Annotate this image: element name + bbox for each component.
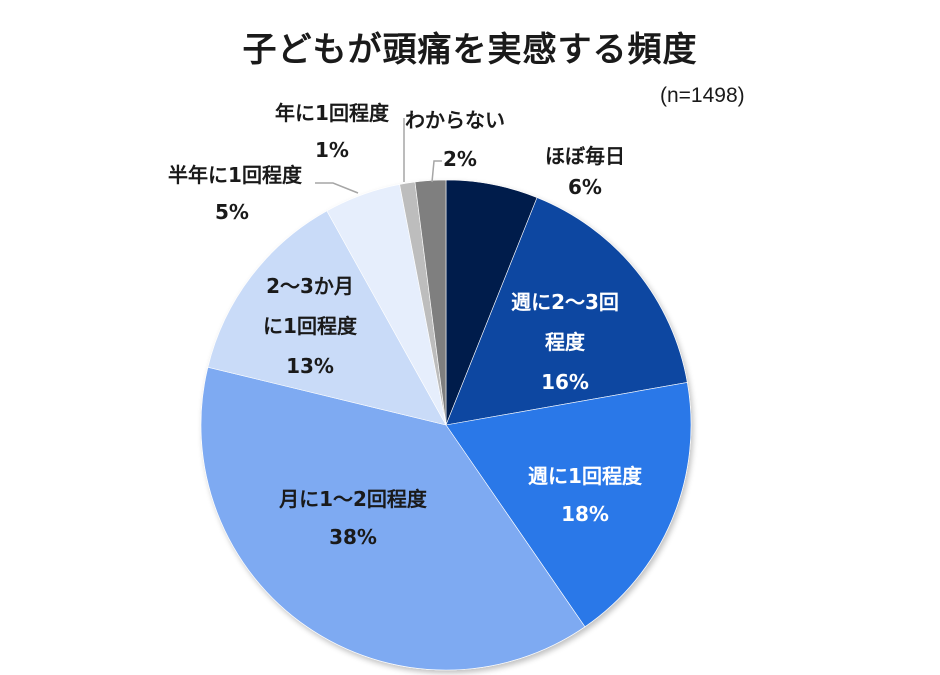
label-yearly-pct: 1% <box>315 138 349 162</box>
label-monthly12-pct: 38% <box>329 525 377 549</box>
label-yearly: 年に1回程度 1% <box>262 98 402 166</box>
pie-slice-weekly23 <box>445 197 688 426</box>
label-weekly23-name2: 程度 <box>545 330 585 354</box>
leader-line-unknown <box>431 160 442 183</box>
label-weekly23: 週に2〜3回 程度 16% <box>480 287 650 398</box>
pie-slice-weekly1 <box>445 382 692 628</box>
label-months23-pct: 13% <box>286 354 334 378</box>
pie-slice-months23 <box>207 210 447 426</box>
sample-size-label: (n=1498) <box>660 84 745 107</box>
leader-line-halfyear <box>315 182 359 194</box>
label-weekly1-name: 週に1回程度 <box>528 464 642 488</box>
label-weekly1: 週に1回程度 18% <box>510 461 660 530</box>
label-halfyear-pct: 5% <box>215 200 249 224</box>
label-monthly12: 月に1〜2回程度 38% <box>263 484 443 553</box>
label-unknown-pct: 2% <box>443 147 477 171</box>
label-months23: 2〜3か月 に1回程度 13% <box>240 271 380 382</box>
label-weekly1-pct: 18% <box>561 502 609 526</box>
label-months23-name: 2〜3か月 <box>266 274 354 298</box>
label-daily-name: ほぼ毎日 <box>545 144 625 168</box>
pie-slice-monthly12 <box>200 366 586 671</box>
label-yearly-name: 年に1回程度 <box>275 101 389 125</box>
chart-title: 子どもが頭痛を実感する頻度 <box>242 30 698 70</box>
label-weekly23-pct: 16% <box>541 370 589 394</box>
pie-slice-unknown <box>414 179 447 426</box>
label-halfyear-name: 半年に1回程度 <box>168 163 302 187</box>
label-months23-name2: に1回程度 <box>263 314 357 338</box>
label-monthly12-name: 月に1〜2回程度 <box>279 487 427 511</box>
label-unknown: わからない 2% <box>405 105 525 175</box>
label-weekly23-name: 週に2〜3回 <box>511 290 619 314</box>
label-daily-pct: 6% <box>568 175 602 199</box>
label-halfyear: 半年に1回程度 5% <box>150 160 320 228</box>
label-daily: ほぼ毎日 6% <box>535 141 635 203</box>
label-unknown-name: わからない <box>405 108 505 132</box>
